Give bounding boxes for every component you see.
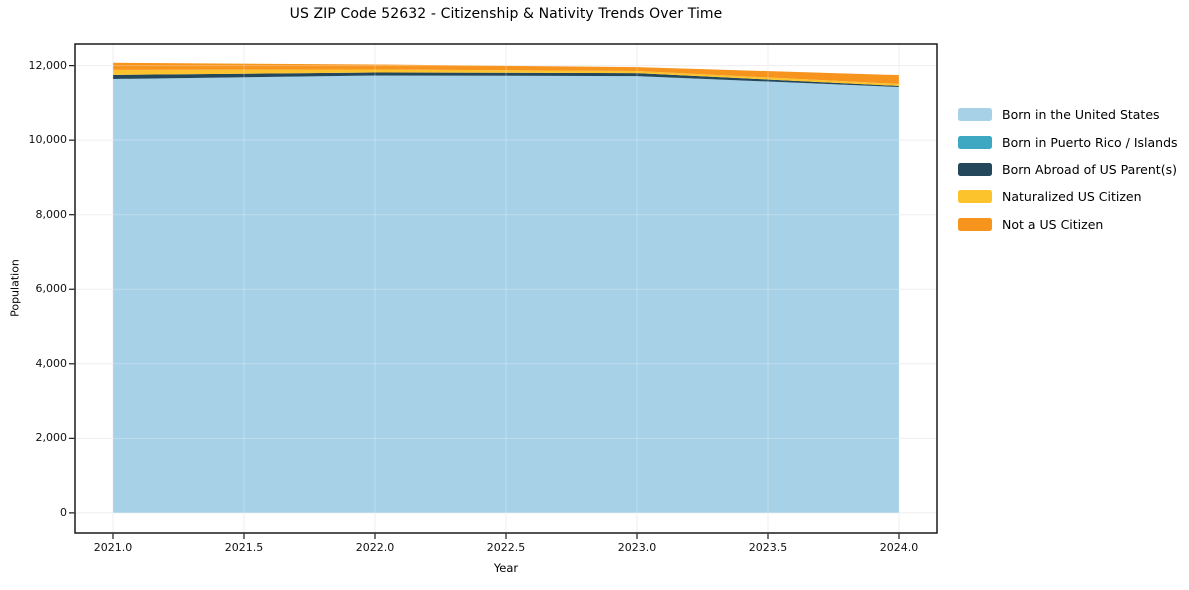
legend-swatch-icon	[958, 108, 992, 122]
x-tick-label: 2023.5	[748, 541, 788, 554]
x-tick-label: 2022.5	[486, 541, 526, 554]
y-tick-label: 12,000	[28, 58, 68, 72]
x-tick-label: 2022.0	[355, 541, 395, 554]
legend-item: Naturalized US Citizen	[958, 183, 1178, 210]
x-tick-label: 2021.0	[93, 541, 133, 554]
legend-label: Born in the United States	[1002, 107, 1160, 123]
x-tick-label: 2024.0	[879, 541, 919, 554]
y-tick-label: 8,000	[35, 207, 68, 221]
legend-label: Born in Puerto Rico / Islands	[1002, 134, 1178, 150]
y-tick-label: 2,000	[35, 431, 68, 445]
y-tick-label: 0	[60, 505, 67, 519]
legend-swatch-icon	[958, 217, 992, 231]
chart-title: US ZIP Code 52632 - Citizenship & Nativi…	[289, 6, 723, 22]
x-tick-label: 2023.0	[617, 541, 657, 554]
legend: Born in the United States Born in Puerto …	[958, 101, 1178, 238]
legend-swatch-icon	[958, 135, 992, 149]
area-series-3	[113, 69, 899, 86]
legend-item: Not a US Citizen	[958, 211, 1178, 238]
y-tick-label: 10,000	[28, 133, 68, 147]
area-series-0	[113, 75, 899, 513]
x-tick-label: 2021.5	[224, 541, 264, 554]
y-axis-label: Population	[8, 259, 22, 317]
area-series-4	[113, 62, 899, 84]
legend-label: Born Abroad of US Parent(s)	[1002, 161, 1177, 177]
area-series-2	[113, 72, 899, 87]
legend-swatch-icon	[958, 162, 992, 176]
x-axis-label: Year	[493, 561, 519, 575]
legend-label: Not a US Citizen	[1002, 216, 1104, 232]
legend-item: Born Abroad of US Parent(s)	[958, 156, 1178, 183]
y-tick-label: 4,000	[35, 356, 68, 370]
plot-border	[74, 43, 938, 534]
y-tick-label: 6,000	[35, 282, 68, 296]
legend-swatch-icon	[958, 190, 992, 204]
legend-label: Naturalized US Citizen	[1002, 189, 1142, 205]
legend-item: Born in the United States	[958, 101, 1178, 128]
legend-item: Born in Puerto Rico / Islands	[958, 128, 1178, 155]
